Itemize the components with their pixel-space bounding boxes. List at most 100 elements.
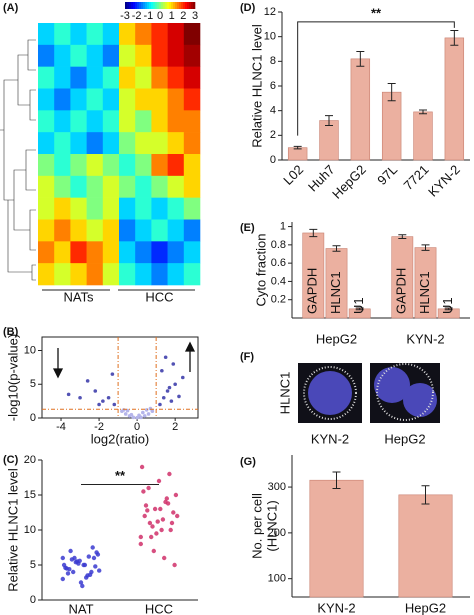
heatmap-cell [38,132,55,155]
point [177,394,181,399]
heatmap-cell [54,132,71,155]
heatmap-cell [70,241,87,264]
colorbar-step [171,2,174,9]
point [160,517,166,522]
heatmap-cell [183,241,201,264]
series-label: HLNC1 [417,271,432,314]
y-tick-label: 15 [24,489,36,501]
heatmap-cell [167,175,185,198]
colorbar-tick-label: 3 [192,10,198,22]
point [143,503,149,508]
heatmap-cell [183,110,201,133]
y-tick-label: 200 [268,527,286,539]
y-tick-label: 0.8 [271,239,286,251]
point [147,520,153,526]
heatmap-cell [119,110,136,133]
point [173,382,177,387]
heatmap-cell [38,88,55,111]
series-label: GAPDH [305,268,320,314]
y-axis-label: HLNC1 [277,372,292,415]
y-tick-label: 0.2 [271,294,286,306]
colorbar-step [175,2,178,9]
point [122,408,126,412]
x-tick-label: NAT [68,601,93,615]
point [138,534,143,540]
point [158,402,162,407]
point [94,550,99,555]
heatmap-cell [54,263,71,286]
point [146,412,151,416]
heatmap-cell [54,241,71,264]
heatmap-cell [167,132,185,155]
point [161,395,166,400]
colorbar-tick-label: -2 [132,10,142,22]
point [149,534,154,540]
y-tick-label: 20 [24,454,36,466]
heatmap-cell [135,23,152,46]
heatmap-cell [135,66,152,89]
heatmap-cell [151,44,168,67]
error-bar [293,145,302,150]
heatmap-cell [151,23,168,46]
heatmap-cell [70,110,87,133]
point [168,527,173,533]
y-tick-label: 5 [30,559,36,571]
point [167,471,172,477]
point [85,379,90,383]
heatmap-cell [86,132,104,155]
point [152,506,158,512]
bar [309,479,364,598]
point [90,545,95,550]
image-label: KYN-2 [311,431,349,446]
series-label: U1 [351,297,366,314]
colorbar-step [159,2,162,9]
heatmap-cell [70,66,87,89]
point [144,408,149,412]
x-tick-label: KYN-2 [425,162,463,200]
heatmap-cell [167,219,185,242]
heatmap-cell [167,241,185,264]
y-tick-label: 4 [270,105,276,117]
colorbar-step [179,2,182,9]
point [91,555,97,561]
bar [381,91,402,161]
heatmap-cell [54,154,71,177]
x-tick-label: HepG2 [405,600,446,615]
heatmap-cell [70,23,87,46]
error-bar [450,30,459,46]
panel-label: (F) [240,351,254,363]
series-label: GAPDH [394,268,409,314]
point [142,513,147,519]
colorbar-tick-label: 1 [169,10,175,22]
heatmap-cell [119,88,136,111]
point [158,506,163,512]
heatmap-cell [135,219,152,242]
point [80,583,85,589]
heatmap-cell [38,197,55,220]
colorbar-step [125,2,128,9]
point [86,554,92,559]
point [169,399,174,403]
heatmap-cell [183,197,201,220]
series-label: HLNC1 [328,271,343,314]
colorbar-tick-label: -1 [143,10,153,22]
heatmap-cell [86,154,104,177]
error-bar [421,485,430,505]
heatmap-cell [151,175,168,198]
heatmap-cell [70,44,87,67]
point [142,414,147,418]
y-axis-label: Relative HLNC1 level [5,468,20,592]
point [159,527,164,533]
column-group-label: HCC [145,289,173,304]
heatmap-cell [167,197,185,220]
point [180,375,185,380]
heatmap-cell [135,197,152,220]
heatmap-cell [86,110,104,133]
heatmap-cell [135,154,152,177]
point [78,395,82,400]
panel-label: (G) [240,456,256,468]
heatmap-cell [167,88,185,111]
y-tick-label: 0.4 [271,275,286,287]
heatmap-cell [102,88,120,111]
